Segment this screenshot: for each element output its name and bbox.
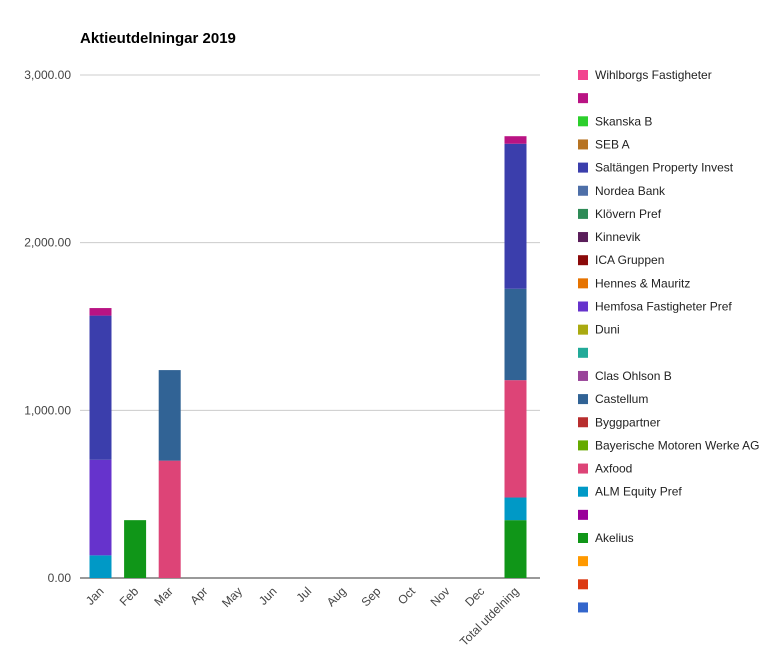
legend-swatch bbox=[578, 533, 588, 543]
x-tick-label: Nov bbox=[428, 584, 453, 609]
legend-label: ICA Gruppen bbox=[595, 253, 664, 267]
bar-segment-mar-4 bbox=[158, 370, 181, 461]
x-tick-label: Feb bbox=[117, 584, 142, 609]
legend-swatch bbox=[578, 370, 588, 381]
x-tick-label: Dec bbox=[462, 584, 487, 609]
legend-swatch bbox=[578, 278, 588, 289]
x-tick-label: May bbox=[219, 584, 245, 610]
x-tick-label: Mar bbox=[151, 584, 176, 609]
legend-swatch bbox=[578, 417, 588, 428]
legend-label: Nordea Bank bbox=[595, 184, 666, 198]
legend-label: Hennes & Mauritz bbox=[595, 276, 690, 290]
y-axis-tick-labels: 0.00 1,000.00 2,000.00 3,000.00 bbox=[24, 68, 71, 585]
legend-label: Klövern Pref bbox=[595, 207, 662, 221]
legend: Wihlborgs Fastigheter Skanska B SEB A Saltä… bbox=[578, 68, 760, 613]
legend-swatch bbox=[578, 116, 588, 127]
legend-label: Duni bbox=[595, 323, 620, 337]
bar-segment-total-utdelning-0 bbox=[504, 520, 527, 578]
bar-segment-mar-2 bbox=[158, 460, 181, 578]
legend-swatch bbox=[578, 139, 588, 150]
legend-swatch bbox=[578, 208, 588, 219]
legend-swatch bbox=[578, 232, 588, 243]
gridlines bbox=[80, 74, 540, 579]
legend-label: Clas Ohlson B bbox=[595, 369, 672, 383]
legend-label: Castellum bbox=[595, 392, 648, 406]
legend-swatch bbox=[578, 440, 588, 451]
x-tick-label: Sep bbox=[358, 584, 383, 609]
legend-label: ALM Equity Pref bbox=[595, 485, 682, 499]
y-tick-label: 3,000.00 bbox=[24, 68, 71, 82]
x-axis-tick-labels: Jan Feb Mar Apr May Jun Jul Aug Sep Oct Nov DecTota… bbox=[83, 584, 522, 649]
bar-segment-jan-5 bbox=[89, 315, 112, 460]
bar-segment-total-utdelning-1 bbox=[504, 497, 527, 521]
legend-label: SEB A bbox=[595, 137, 630, 151]
x-tick-label: Aug bbox=[324, 584, 349, 609]
legend-label: Hemfosa Fastigheter Pref bbox=[595, 300, 732, 314]
y-tick-label: 2,000.00 bbox=[24, 236, 71, 250]
x-tick-label: Apr bbox=[187, 584, 210, 607]
x-tick-label: Jul bbox=[293, 584, 314, 605]
bar-segment-feb-0 bbox=[124, 520, 147, 578]
legend-label: Axfood bbox=[595, 462, 632, 476]
legend-swatch bbox=[578, 162, 588, 173]
y-tick-label: 1,000.00 bbox=[24, 403, 71, 417]
legend-swatch bbox=[578, 463, 588, 474]
x-tick-label: Jan bbox=[83, 584, 107, 608]
legend-swatch bbox=[578, 602, 588, 613]
legend-label: Bayerische Motoren Werke AG bbox=[595, 438, 760, 452]
bar-segment-total-utdelning-2 bbox=[504, 380, 527, 498]
legend-label: Akelius bbox=[595, 531, 634, 545]
legend-swatch bbox=[578, 70, 588, 80]
bar-segment-total-utdelning-6 bbox=[504, 136, 527, 144]
bars bbox=[89, 136, 527, 578]
legend-swatch bbox=[578, 347, 588, 358]
legend-swatch bbox=[578, 301, 588, 312]
legend-swatch bbox=[578, 509, 588, 520]
legend-label: Saltängen Property Invest bbox=[595, 161, 734, 175]
y-tick-label: 0.00 bbox=[48, 571, 72, 585]
legend-label: Skanska B bbox=[595, 114, 652, 128]
legend-label: Wihlborgs Fastigheter bbox=[595, 68, 712, 82]
legend-label: Byggpartner bbox=[595, 415, 660, 429]
x-tick-label: Jun bbox=[256, 584, 280, 608]
legend-swatch bbox=[578, 93, 588, 104]
legend-label: Kinnevik bbox=[595, 230, 641, 244]
bar-segment-jan-3 bbox=[89, 459, 112, 556]
legend-swatch bbox=[578, 185, 588, 196]
bar-segment-jan-1 bbox=[89, 555, 112, 578]
bar-segment-total-utdelning-4 bbox=[504, 288, 527, 381]
x-tick-label: Oct bbox=[395, 584, 419, 608]
bar-segment-total-utdelning-5 bbox=[504, 143, 527, 289]
bar-segment-jan-6 bbox=[89, 308, 112, 316]
legend-swatch bbox=[578, 324, 588, 335]
legend-swatch bbox=[578, 486, 588, 497]
legend-swatch bbox=[578, 556, 588, 567]
legend-swatch bbox=[578, 255, 588, 266]
chart-title: Aktieutdelningar 2019 bbox=[80, 30, 236, 47]
legend-swatch bbox=[578, 579, 588, 590]
legend-swatch bbox=[578, 394, 588, 405]
